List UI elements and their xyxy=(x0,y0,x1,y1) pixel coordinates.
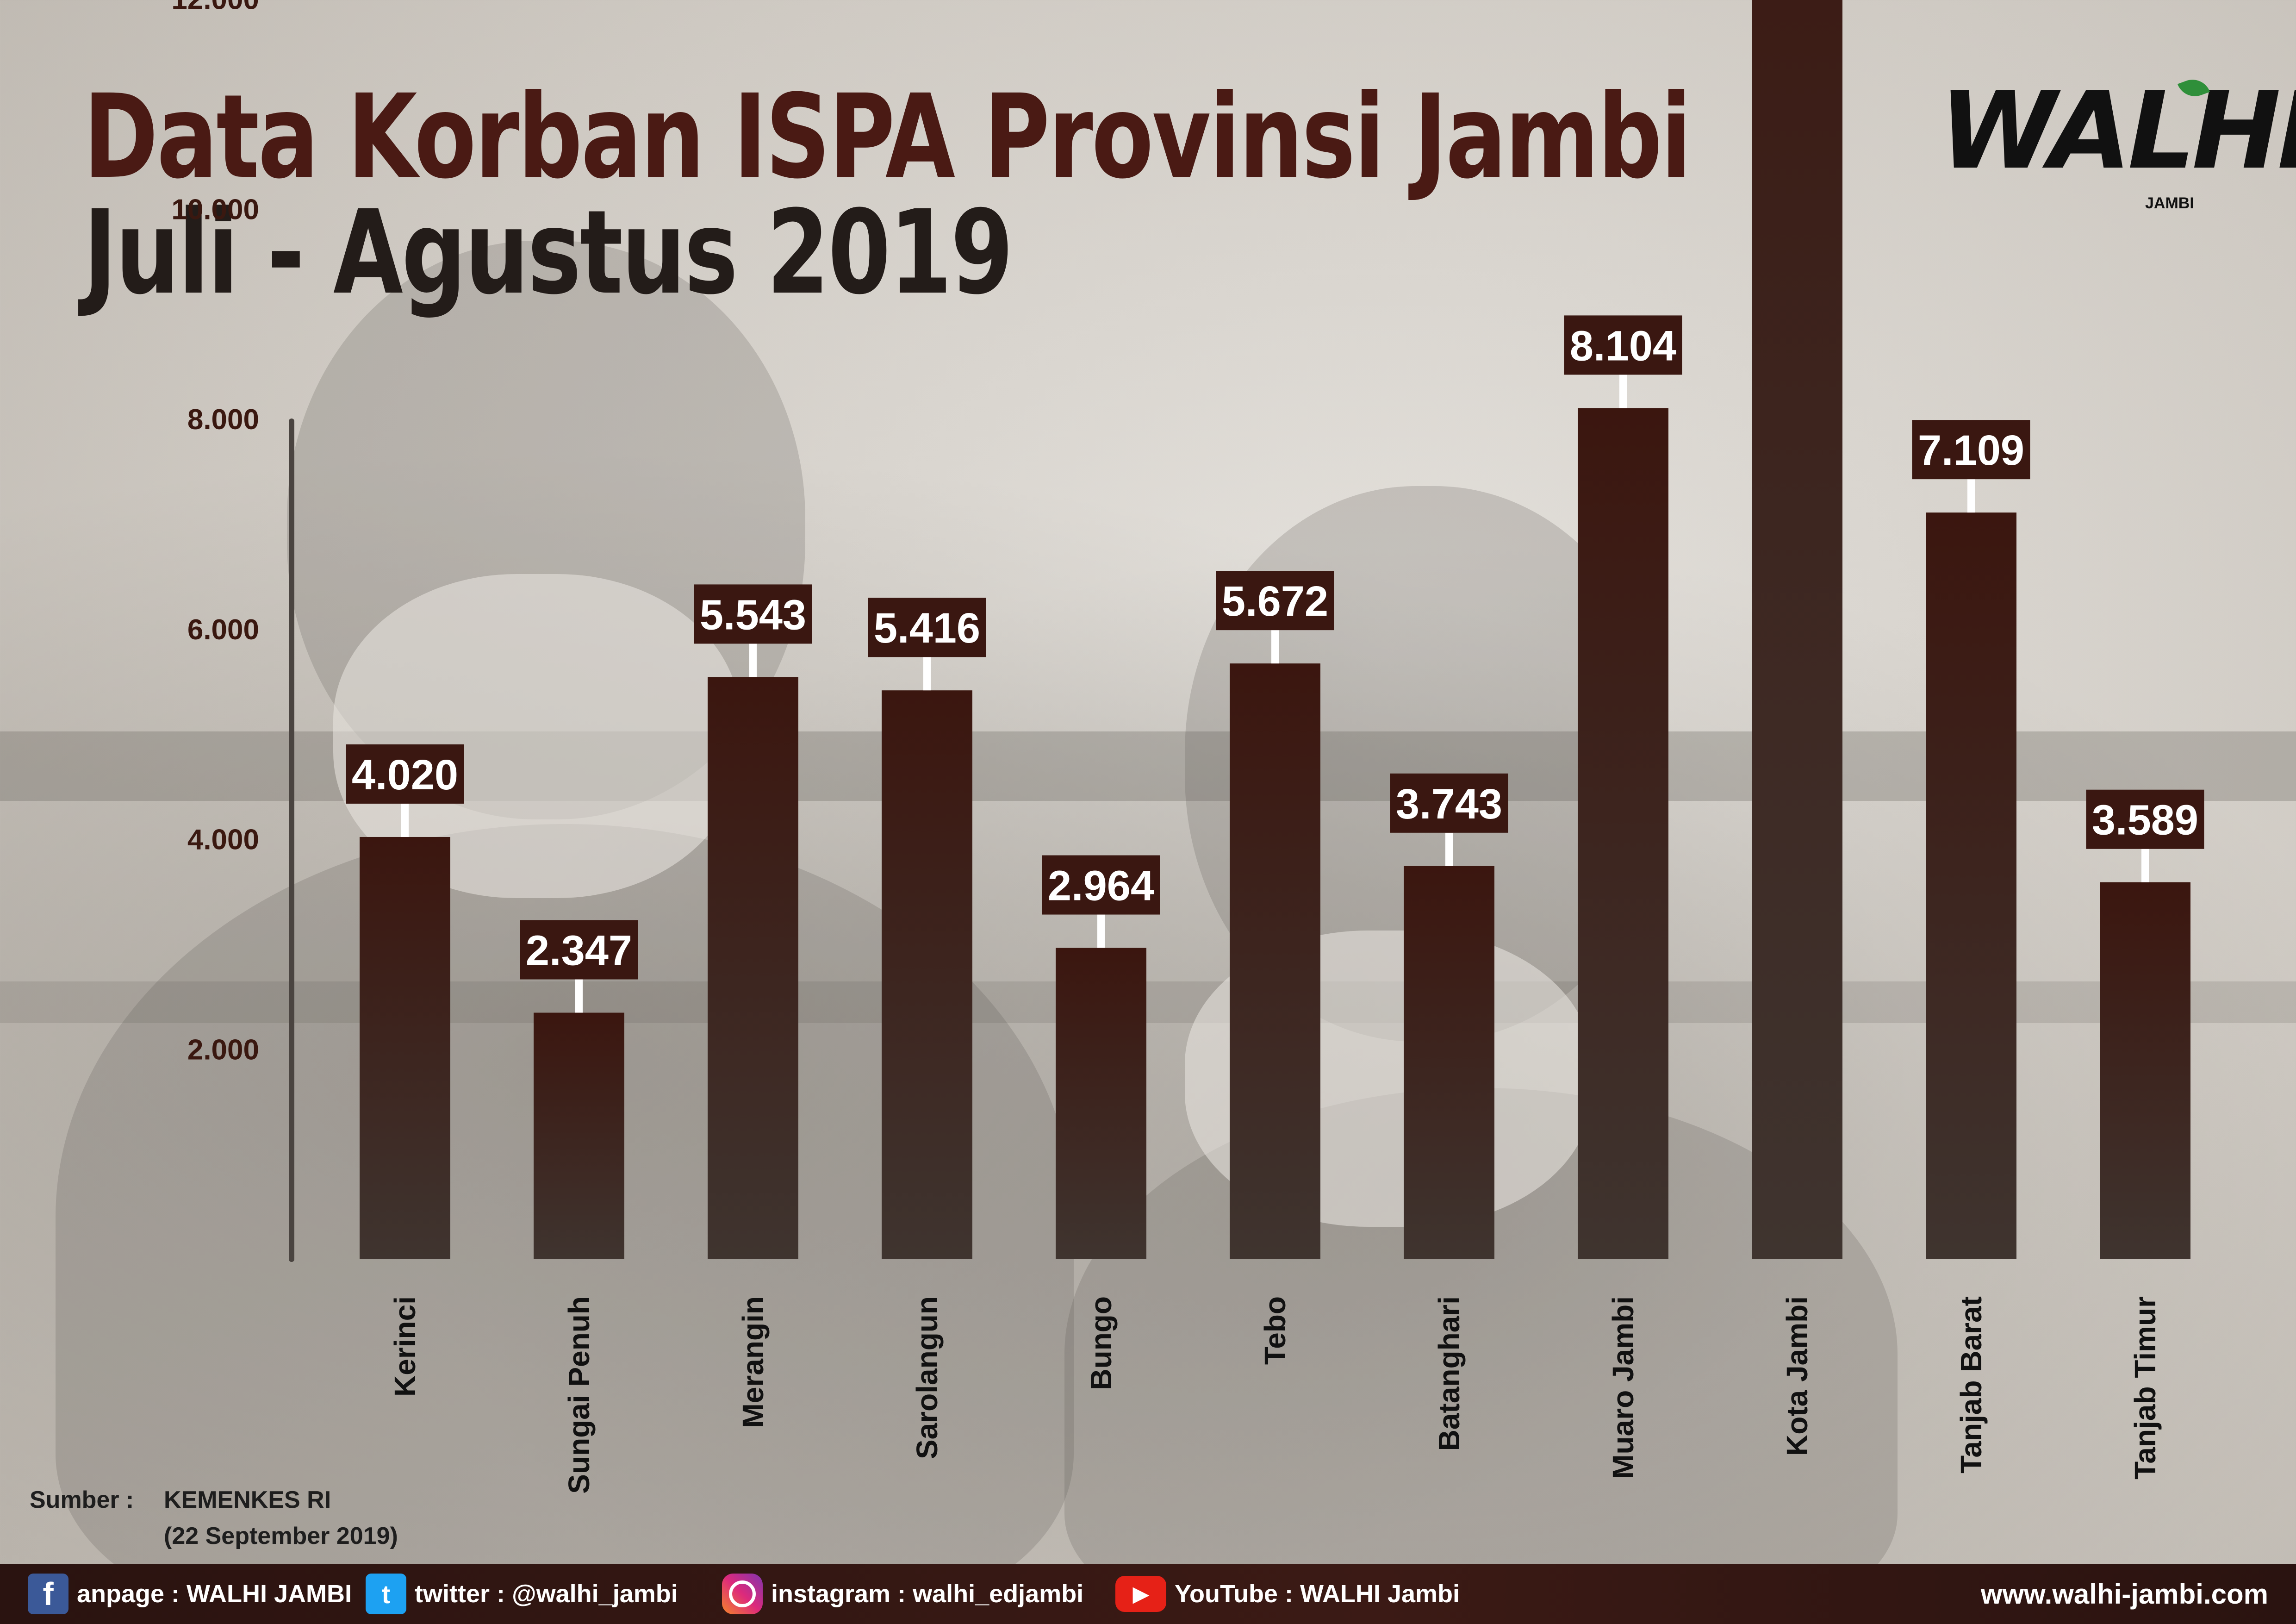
twitter-text: twitter : @walhi_jambi xyxy=(415,1580,678,1608)
value-connector xyxy=(1445,832,1453,866)
value-connector xyxy=(1271,630,1279,664)
value-label-box xyxy=(1912,420,2030,480)
y-tick-label: 8.000 xyxy=(187,404,259,436)
source-date: (22 September 2019) xyxy=(164,1523,398,1549)
y-tick-label: 6.000 xyxy=(187,614,259,646)
category-label: Tebo xyxy=(1258,1296,1292,1365)
source-label: Sumber : xyxy=(30,1487,134,1513)
category-label: Tanjab Barat xyxy=(1954,1296,1988,1474)
value-connector xyxy=(401,803,409,837)
data-label: 3.589 xyxy=(2092,797,2198,844)
youtube-link[interactable]: ▶ YouTube : WALHI Jambi xyxy=(1115,1564,1460,1624)
value-connector xyxy=(1097,914,1105,948)
category-label: Kota Jambi xyxy=(1780,1296,1814,1456)
bar-batanghari xyxy=(1404,866,1494,1259)
data-label: 8.104 xyxy=(1570,322,1676,369)
website-link[interactable]: www.walhi-jambi.com xyxy=(1980,1578,2268,1610)
value-label-box xyxy=(1564,315,1682,375)
value-label-box xyxy=(868,598,986,657)
bar-muaro-jambi xyxy=(1578,408,1668,1259)
bar-kerinci xyxy=(360,837,450,1259)
facebook-icon: f xyxy=(28,1574,68,1614)
category-label: Sarolangun xyxy=(910,1296,944,1459)
footer-bar: f anpage : WALHI JAMBI t twitter : @walh… xyxy=(0,1564,2296,1624)
value-connector xyxy=(575,979,583,1013)
chart-title: Data Korban ISPA Provinsi Jambi xyxy=(83,69,1692,204)
value-label-box xyxy=(1216,571,1334,631)
walhi-logo: WALHI JAMBI xyxy=(1939,69,2296,218)
value-connector xyxy=(2141,849,2149,882)
bar-kota-jambi xyxy=(1752,0,1842,1259)
data-label: 5.416 xyxy=(874,605,980,652)
data-label: 3.743 xyxy=(1396,781,1502,828)
value-label-box xyxy=(520,920,638,980)
y-tick-label: 4.000 xyxy=(187,824,259,856)
facebook-text: anpage : WALHI JAMBI xyxy=(77,1580,352,1608)
bar-tanjab-barat xyxy=(1926,512,2016,1259)
logo-region: JAMBI xyxy=(2145,194,2194,212)
value-label-box xyxy=(1042,855,1160,915)
category-label: Merangin xyxy=(736,1296,770,1428)
data-label: 5.543 xyxy=(700,591,806,638)
bar-bungo xyxy=(1056,948,1146,1259)
value-label-box xyxy=(2086,789,2204,849)
category-label: Sungai Penuh xyxy=(562,1296,596,1494)
data-label: 2.964 xyxy=(1048,862,1154,910)
value-connector xyxy=(1619,375,1627,408)
value-connector xyxy=(749,643,757,677)
value-label-box xyxy=(694,584,812,644)
y-tick-label: 2.000 xyxy=(187,1034,259,1066)
facebook-link[interactable]: f anpage : WALHI JAMBI xyxy=(28,1564,352,1624)
category-label: Bungo xyxy=(1084,1296,1118,1390)
value-connector xyxy=(923,657,931,691)
category-label: Muaro Jambi xyxy=(1606,1296,1640,1479)
value-label-box xyxy=(346,744,464,804)
category-label: Kerinci xyxy=(388,1296,422,1397)
instagram-text: instagram : walhi_edjambi xyxy=(771,1580,1084,1608)
y-tick-label: 10.000 xyxy=(171,194,259,225)
chart-subtitle: Juli - Agustus 2019 xyxy=(83,185,1014,320)
data-label: 2.347 xyxy=(526,927,632,974)
source-name: KEMENKES RI xyxy=(164,1487,331,1513)
bar-chart: 2.0004.0006.0008.00010.00012.00014.00016… xyxy=(171,0,2204,1494)
instagram-link[interactable]: instagram : walhi_edjambi xyxy=(722,1564,1083,1624)
bar-tanjab-timur xyxy=(2100,882,2190,1259)
twitter-link[interactable]: t twitter : @walhi_jambi xyxy=(366,1564,678,1624)
logo-wordmark: WALHI xyxy=(1939,69,2296,193)
bar-sungai-penuh xyxy=(534,1012,624,1259)
bar-sarolangun xyxy=(882,690,972,1259)
value-connector xyxy=(1967,479,1975,513)
data-label: 4.020 xyxy=(352,751,458,799)
y-tick-label: 12.000 xyxy=(171,0,259,16)
bar-merangin xyxy=(708,677,798,1259)
category-label: Tanjab Timur xyxy=(2128,1296,2162,1480)
instagram-icon xyxy=(722,1574,763,1614)
bar-tebo xyxy=(1230,663,1320,1259)
category-label: Batanghari xyxy=(1432,1296,1466,1451)
data-label: 5.672 xyxy=(1222,578,1328,625)
value-label-box xyxy=(1390,773,1508,833)
youtube-icon: ▶ xyxy=(1115,1576,1166,1612)
data-label: 7.109 xyxy=(1918,427,2024,474)
twitter-icon: t xyxy=(366,1574,406,1614)
youtube-text: YouTube : WALHI Jambi xyxy=(1175,1580,1460,1608)
